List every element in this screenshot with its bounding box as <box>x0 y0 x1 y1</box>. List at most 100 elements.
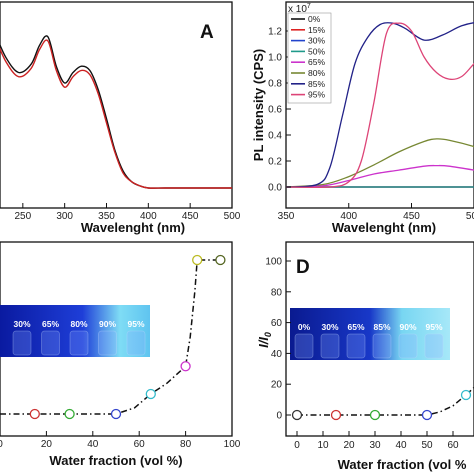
panel-b-legend-label: 0% <box>308 14 321 24</box>
panel-c-x-tick-label: 20 <box>41 439 53 450</box>
panel-d-photo-vial-body <box>346 333 366 359</box>
panel-d-photo-vial-body <box>294 333 314 359</box>
panel-c-data-point <box>215 254 226 266</box>
panel-a-x-tick-label: 350 <box>98 211 115 222</box>
panel-d-y-tick-label: 100 <box>265 257 282 268</box>
panel-d-y-tick-label: 20 <box>271 380 283 391</box>
panel-b-y-tick-label: 0.6 <box>268 105 282 116</box>
panel-a-series-line-0 <box>0 35 232 189</box>
panel-d-x-axis-title: Water fraction (vol % <box>338 457 467 472</box>
panel-b-series-line-6 <box>286 22 474 188</box>
panel-d-y-axis-title: I/I0 <box>256 332 273 348</box>
panel-d-data-point <box>291 409 303 421</box>
panel-d-y-tick-label: 40 <box>271 349 283 360</box>
panel-c-photo-vial-label: 95% <box>127 319 144 329</box>
panel-c-data-point <box>180 361 191 372</box>
panel-b-y-tick-label: 1.2 <box>268 27 282 38</box>
panel-b-series-line-5 <box>286 138 474 188</box>
panel-b-legend-label: 30% <box>308 36 325 46</box>
panel-d-photo-vial-body <box>398 333 418 359</box>
panel-c-x-tick-label: 40 <box>87 439 99 450</box>
panel-d-fit-line <box>297 386 474 416</box>
panel-c-photo-vial-label: 90% <box>99 319 116 329</box>
panel-b-y-tick-label: 0.0 <box>268 183 282 194</box>
panel-b-x-tick-label: 350 <box>278 211 295 222</box>
panel-b-y-tick-label: 0.4 <box>268 131 282 142</box>
panel-d-data-point <box>460 389 472 401</box>
panel-d-photo-vial-label: 85% <box>373 322 390 332</box>
panel-b-x-tick-label: 450 <box>403 211 420 222</box>
panel-b-legend-label: 80% <box>308 68 325 78</box>
panel-c-photo-vial-label: 30% <box>13 319 30 329</box>
panel-c-photo-vial-label: 80% <box>70 319 87 329</box>
panel-a-x-tick-label: 300 <box>56 211 73 222</box>
panel-d-photo-vial-label: 30% <box>321 322 338 332</box>
panel-c-frame <box>0 241 233 437</box>
panel-c-photo-vial: 65% <box>41 319 60 356</box>
panel-d-frame <box>285 241 474 437</box>
panel-c-x-tick-label: 0 <box>0 439 3 450</box>
panel-a-letter: A <box>200 22 214 43</box>
panel-c-data-point <box>64 408 75 420</box>
panel-b-y-scale-label: x 107 <box>288 3 311 15</box>
panel-a-x-tick-label: 250 <box>14 211 31 222</box>
panel-d-photo-vial-label: 65% <box>347 322 364 332</box>
panel-d-photo-vial-body <box>424 333 444 359</box>
panel-d-x-tick-label: 30 <box>369 440 381 451</box>
panel-b-legend-label: 50% <box>308 46 325 56</box>
panel-a-x-tick-label: 400 <box>140 211 157 222</box>
panel-d-y-tick-label: 0 <box>276 411 282 422</box>
panel-c-photo-vial-label: 65% <box>42 319 59 329</box>
panel-a-x-axis-title: Wavelenght (nm) <box>81 220 185 235</box>
panel-c-x-tick-label: 60 <box>134 439 146 450</box>
panel-b-y-tick-label: 1.0 <box>268 53 282 64</box>
panel-c: 30% 65% 80% 90% 95% 0 20 40 60 80 100 Water fract… <box>0 241 241 468</box>
panel-b-legend-label: 85% <box>308 79 325 89</box>
panel-d-photo-vial: 65% <box>346 322 366 359</box>
panel-b-legend-label: 65% <box>308 57 325 67</box>
panel-d-y-tick-label: 60 <box>271 318 283 329</box>
panel-d-x-tick-label: 40 <box>395 440 407 451</box>
panel-b-x-tick-label: 500 <box>466 211 474 222</box>
panel-d-x-tick-label: 20 <box>343 440 355 451</box>
panel-b: 3504004505000.00.20.40.60.81.01.2 x 107 … <box>251 1 474 235</box>
panel-d-vials-photo: 0% 30% 65% 85% 90% 95% <box>290 308 450 360</box>
panel-c-photo-vial: 80% <box>69 319 89 356</box>
panel-d-photo-vial-label: 90% <box>399 322 416 332</box>
panel-d-x-tick-label: 10 <box>317 440 329 451</box>
panel-a-x-tick-label: 500 <box>224 211 241 222</box>
panel-d-y-tick-label: 80 <box>271 287 283 298</box>
panel-b-x-axis-title: Wavelenght (nm) <box>332 220 436 235</box>
panel-c-x-axis-title: Water fraction (vol %) <box>49 453 182 468</box>
panel-b-frame <box>285 1 474 209</box>
panel-b-legend: 0%15%30%50%65%80%85%95% <box>287 12 332 104</box>
panel-b-legend-label: 15% <box>308 25 325 35</box>
panel-d-photo-vial: 0% <box>294 322 314 359</box>
panel-b-legend-label: 95% <box>308 90 325 100</box>
panel-b-y-axis-title: PL intensity (CPS) <box>251 49 266 161</box>
panel-c-photo-vial-body <box>98 330 117 356</box>
panel-c-photo-background <box>0 305 150 357</box>
panel-c-fit-line <box>0 259 221 415</box>
panel-d-photo-vial: 30% <box>320 322 340 359</box>
panel-c-photo-vial: 30% <box>12 319 32 356</box>
panel-c-photo-vial-body <box>12 330 32 356</box>
panel-c-x-tick-label: 80 <box>180 439 192 450</box>
panel-c-data-point <box>145 388 156 400</box>
panel-a: A 250 300 350 400 450 500 Wavelenght (nm) <box>0 1 241 235</box>
panel-c-x-tick-label: 100 <box>224 439 241 450</box>
panel-d-data-point <box>330 409 342 421</box>
panel-c-photo-vial: 90% <box>98 319 117 356</box>
panel-c-photo-vial-body <box>126 330 146 356</box>
panel-b-series-line-4 <box>286 164 474 188</box>
panel-d-photo-vial-body <box>372 333 392 359</box>
panel-c-photo-vial: 95% <box>126 319 146 356</box>
panel-b-series-line-7 <box>286 22 474 189</box>
panel-b-legend-box <box>287 12 332 104</box>
panel-d-photo-vial: 90% <box>398 322 418 359</box>
panel-c-photo-vial-body <box>41 330 60 356</box>
panel-b-y-tick-label: 0.8 <box>268 79 282 90</box>
panel-d-x-tick-label: 60 <box>447 440 459 451</box>
panel-d-photo-vial: 85% <box>372 322 392 359</box>
